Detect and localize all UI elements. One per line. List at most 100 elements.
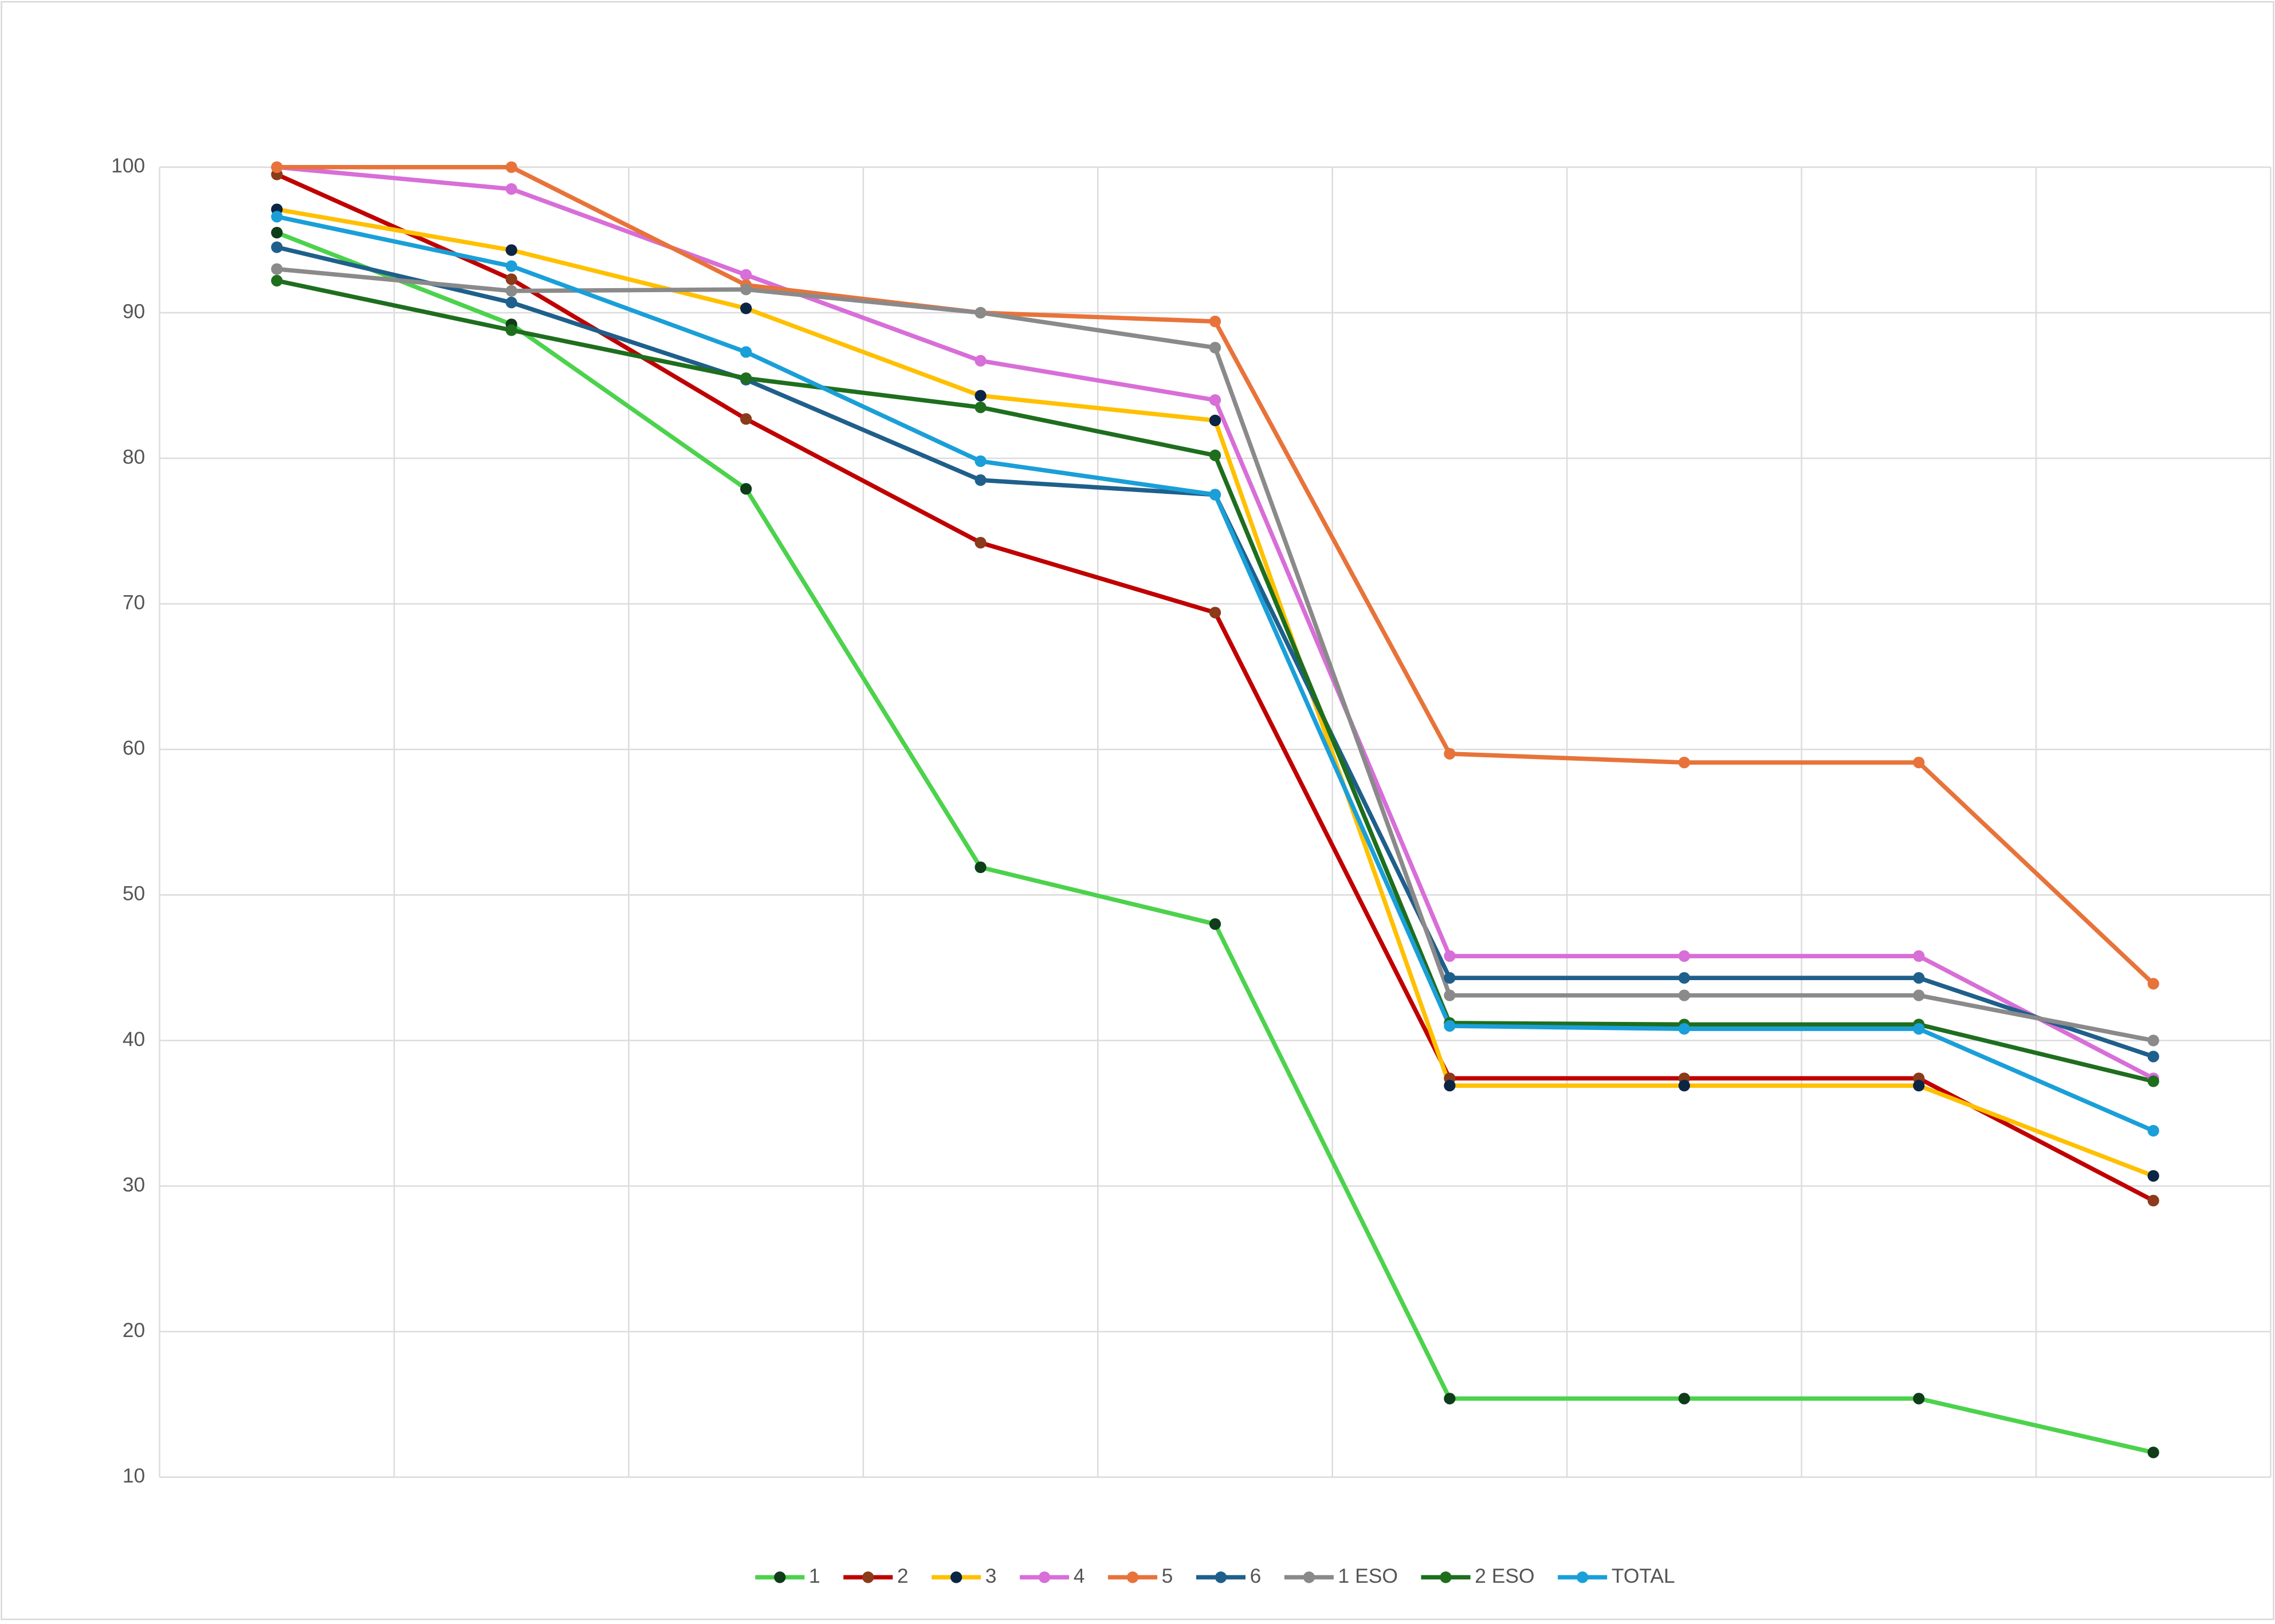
legend: 1 2 3 4 5 6 1 ESO 2 ESO TOTAL [755, 1564, 1675, 1587]
data-point [1913, 950, 1925, 962]
y-tick-label: 40 [123, 1028, 145, 1051]
data-point [975, 390, 987, 402]
legend-item: 4 [1020, 1564, 1085, 1587]
legend-item: 3 [932, 1564, 997, 1587]
legend-item: 5 [1107, 1564, 1173, 1587]
data-point [1209, 918, 1221, 930]
data-point [1444, 1080, 1456, 1092]
legend-label: 1 ESO [1338, 1564, 1398, 1587]
legend-label: 4 [1074, 1564, 1085, 1587]
legend-swatch-dot [774, 1571, 786, 1583]
y-tick-label: 60 [123, 737, 145, 760]
legend-swatch-dot [1038, 1571, 1051, 1583]
legend-label: 2 ESO [1475, 1564, 1534, 1587]
data-point [271, 274, 283, 287]
data-point [2147, 978, 2159, 990]
data-point [505, 260, 517, 272]
data-point [1913, 1023, 1925, 1035]
data-point [1678, 950, 1690, 962]
legend-label: 2 [897, 1564, 909, 1587]
data-point [1444, 1393, 1456, 1405]
legend-item: 2 [843, 1564, 909, 1587]
data-point [1913, 1393, 1925, 1405]
data-point [2147, 1194, 2159, 1207]
data-point [2147, 1446, 2159, 1458]
y-tick-label: 50 [123, 882, 145, 905]
legend-item: 2 ESO [1421, 1564, 1535, 1587]
data-point [740, 372, 752, 384]
y-tick-label: 10 [123, 1464, 145, 1487]
data-point [2147, 1124, 2159, 1137]
data-point [1678, 989, 1690, 1001]
y-tick-label: 70 [123, 591, 145, 614]
data-point [1913, 972, 1925, 984]
data-point [1209, 414, 1221, 427]
legend-swatch-dot [1126, 1571, 1139, 1583]
data-point [271, 227, 283, 239]
data-point [740, 284, 752, 296]
data-point [2147, 1051, 2159, 1063]
data-point [1444, 950, 1456, 962]
data-point [740, 346, 752, 358]
legend-swatch-dot [1215, 1571, 1227, 1583]
legend-label: 5 [1162, 1564, 1173, 1587]
legend-label: TOTAL [1612, 1564, 1675, 1587]
y-tick-label: 90 [123, 300, 145, 323]
data-point [1678, 1393, 1690, 1405]
data-point [1444, 1020, 1456, 1032]
data-point [1913, 1080, 1925, 1092]
data-point [975, 355, 987, 367]
legend-item: 1 ESO [1284, 1564, 1398, 1587]
data-point [975, 455, 987, 467]
data-point [975, 401, 987, 414]
legend-swatch-dot [1577, 1571, 1589, 1583]
data-point [1678, 1023, 1690, 1035]
data-point [1209, 489, 1221, 501]
data-point [1209, 316, 1221, 328]
legend-swatch-dot [950, 1571, 962, 1583]
y-tick-label: 100 [111, 154, 145, 177]
data-point [505, 324, 517, 336]
data-point [505, 183, 517, 195]
legend-label: 1 [809, 1564, 820, 1587]
data-point [1209, 607, 1221, 619]
data-point [1444, 989, 1456, 1001]
data-point [505, 273, 517, 285]
data-point [505, 161, 517, 173]
y-tick-label: 20 [123, 1319, 145, 1342]
data-point [271, 211, 283, 223]
data-point [1678, 972, 1690, 984]
data-point [2147, 1170, 2159, 1182]
data-point [740, 413, 752, 425]
data-point [1913, 756, 1925, 769]
data-point [975, 861, 987, 874]
data-point [505, 285, 517, 297]
legend-swatch-dot [1440, 1571, 1452, 1583]
y-tick-label: 30 [123, 1173, 145, 1196]
legend-item: 6 [1196, 1564, 1261, 1587]
data-point [505, 244, 517, 256]
y-tick-label: 80 [123, 445, 145, 468]
data-point [2147, 1035, 2159, 1047]
data-point [975, 474, 987, 486]
data-point [740, 483, 752, 495]
data-point [271, 263, 283, 275]
data-point [740, 269, 752, 281]
legend-label: 3 [985, 1564, 997, 1587]
data-point [1678, 756, 1690, 769]
legend-swatch-dot [862, 1571, 874, 1583]
data-point [1678, 1080, 1690, 1092]
legend-swatch-dot [1303, 1571, 1315, 1583]
data-point [1209, 341, 1221, 354]
data-point [975, 537, 987, 549]
data-point [271, 161, 283, 173]
data-point [1209, 394, 1221, 406]
legend-label: 6 [1250, 1564, 1262, 1587]
data-point [505, 297, 517, 309]
legend-item: 1 [755, 1564, 820, 1587]
data-point [740, 302, 752, 314]
data-point [271, 241, 283, 253]
legend-item: TOTAL [1558, 1564, 1675, 1587]
